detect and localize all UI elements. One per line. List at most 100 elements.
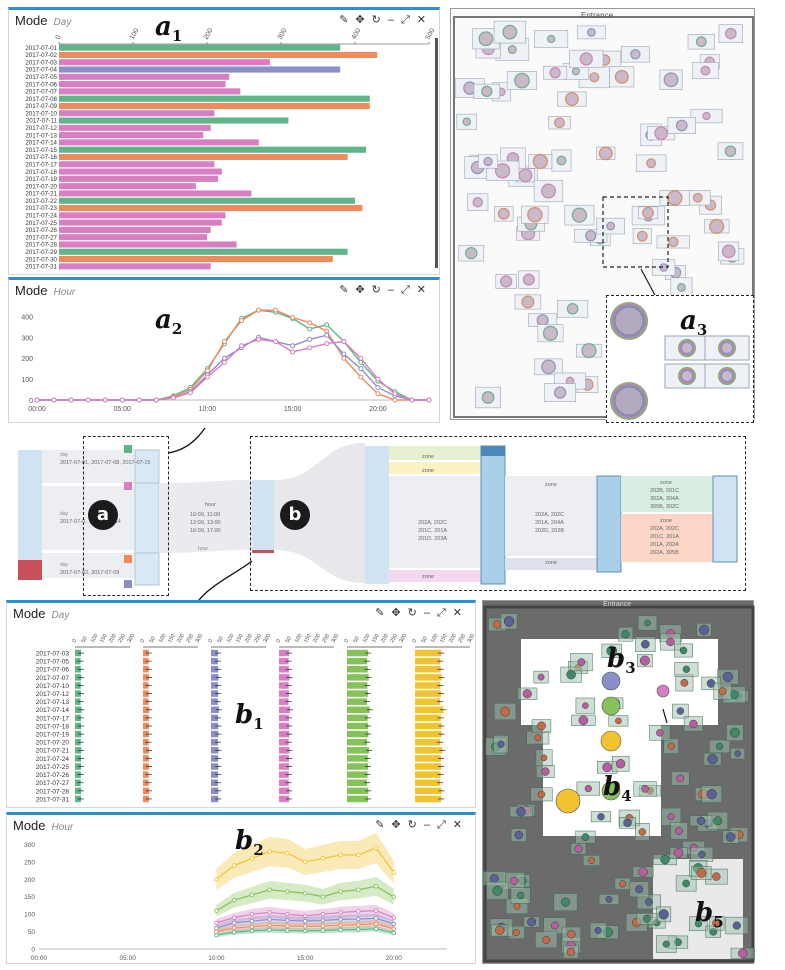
bar [211, 706, 219, 714]
bar [211, 779, 218, 786]
y-tick-label: 0 [31, 947, 35, 954]
bar [279, 747, 290, 754]
sankey-zone-label: zone [422, 574, 434, 580]
occupancy-circle [514, 830, 523, 840]
bar [347, 649, 369, 657]
data-point [285, 918, 290, 923]
x-tick-label: 300 [399, 633, 409, 644]
occupancy-circle [638, 828, 647, 836]
occupancy-circle [479, 32, 493, 46]
occupancy-circle [615, 70, 628, 84]
occupancy-circle [605, 896, 613, 903]
zoom-circle [614, 386, 644, 416]
occupancy-circle [619, 880, 627, 888]
occupancy-circle [594, 927, 602, 934]
y-tick-label: 2017-07-31 [25, 264, 57, 271]
data-point [249, 892, 255, 898]
data-point [356, 922, 361, 927]
minimize-icon[interactable]: – [423, 819, 437, 831]
refresh-icon[interactable]: ↻ [371, 284, 388, 296]
data-point [409, 397, 415, 403]
move-icon[interactable]: ✥ [391, 607, 408, 619]
bar [59, 132, 204, 139]
close-icon[interactable]: ✕ [452, 607, 469, 619]
node-marker [124, 445, 132, 453]
sankey-zone-label: zone [422, 454, 434, 460]
bar [415, 771, 441, 778]
data-point [290, 349, 296, 355]
data-point [214, 920, 219, 926]
floor-plan-b-svg [482, 605, 755, 963]
close-icon[interactable]: ✕ [416, 284, 433, 296]
sankey-zone-label: zone [660, 518, 672, 524]
expand-icon[interactable]: ⤢ [400, 284, 417, 296]
sankey-branch [505, 558, 597, 570]
occupancy-circle [517, 891, 525, 900]
panel-tag-a1: a1 [155, 12, 183, 46]
data-point [285, 911, 290, 917]
close-icon[interactable]: ✕ [452, 819, 469, 831]
occupancy-circle [703, 112, 710, 120]
minimize-icon[interactable]: – [423, 607, 437, 619]
x-tick-label: 250 [457, 633, 467, 644]
pencil-icon[interactable]: ✎ [375, 607, 392, 619]
y-tick-label: 250 [24, 859, 35, 866]
expand-icon[interactable]: ⤢ [400, 14, 417, 26]
occupancy-circle [550, 67, 560, 78]
occupancy-circle [574, 844, 583, 853]
data-point [356, 909, 361, 914]
refresh-icon[interactable]: ↻ [407, 607, 424, 619]
y-tick-label: 2017-07-12 [36, 691, 70, 698]
bar [143, 674, 150, 681]
occupancy-circle [465, 247, 477, 259]
sankey-node-hour-red [252, 550, 274, 553]
panel-title: Mode [13, 606, 46, 621]
occupancy-circle [642, 207, 654, 218]
data-point [214, 877, 219, 882]
bar [211, 674, 219, 681]
bar [211, 682, 218, 689]
bar [143, 787, 150, 795]
occupancy-circle [537, 314, 548, 326]
occupancy-circle [682, 879, 690, 888]
occupancy-circle [696, 37, 706, 47]
data-point [338, 910, 343, 915]
y-tick-label: 2017-07-07 [36, 675, 70, 682]
occupancy-circle [498, 208, 509, 219]
minimize-icon[interactable]: – [387, 14, 401, 26]
selection-box-a [83, 436, 169, 596]
refresh-icon[interactable]: ↻ [371, 14, 388, 26]
occupancy-circle [641, 640, 650, 649]
data-point [373, 926, 379, 932]
data-point [302, 859, 308, 865]
x-tick-label: 150 [439, 633, 449, 644]
pencil-icon[interactable]: ✎ [339, 14, 356, 26]
refresh-icon[interactable]: ↻ [407, 819, 424, 831]
minimize-icon[interactable]: – [387, 284, 401, 296]
pencil-icon[interactable]: ✎ [375, 819, 392, 831]
panel-subtitle: Day [51, 610, 70, 621]
y-tick-label: 2017-07-06 [25, 81, 57, 88]
sankey-branch [389, 446, 481, 460]
y-tick-label: 2017-07-25 [25, 220, 57, 227]
close-icon[interactable]: ✕ [416, 14, 433, 26]
badge-a[interactable]: a [88, 500, 118, 530]
y-tick-label: 2017-07-21 [36, 748, 70, 755]
move-icon[interactable]: ✥ [355, 284, 372, 296]
highlight-circle [555, 788, 581, 814]
badge-b[interactable]: b [280, 500, 310, 530]
data-point [320, 923, 326, 929]
x-tick-label: 100 [226, 633, 236, 644]
pencil-icon[interactable]: ✎ [339, 284, 356, 296]
expand-icon[interactable]: ⤢ [436, 607, 453, 619]
expand-icon[interactable]: ⤢ [436, 819, 453, 831]
occupancy-circle [500, 706, 510, 717]
y-tick-label: 2017-07-24 [36, 756, 70, 763]
move-icon[interactable]: ✥ [355, 14, 372, 26]
confidence-band [216, 876, 394, 917]
occupancy-circle [551, 921, 559, 930]
panel-b2: Mode Hour ✎✥↻–⤢✕ 0 50 100 150 200 250 300 00:00 0… [6, 812, 476, 964]
occupancy-circle [701, 66, 710, 75]
line-chart-a2: 0 100 200 300 400 00:00 05:00 10:00 15:00 20:00 [21, 307, 432, 413]
move-icon[interactable]: ✥ [391, 819, 408, 831]
